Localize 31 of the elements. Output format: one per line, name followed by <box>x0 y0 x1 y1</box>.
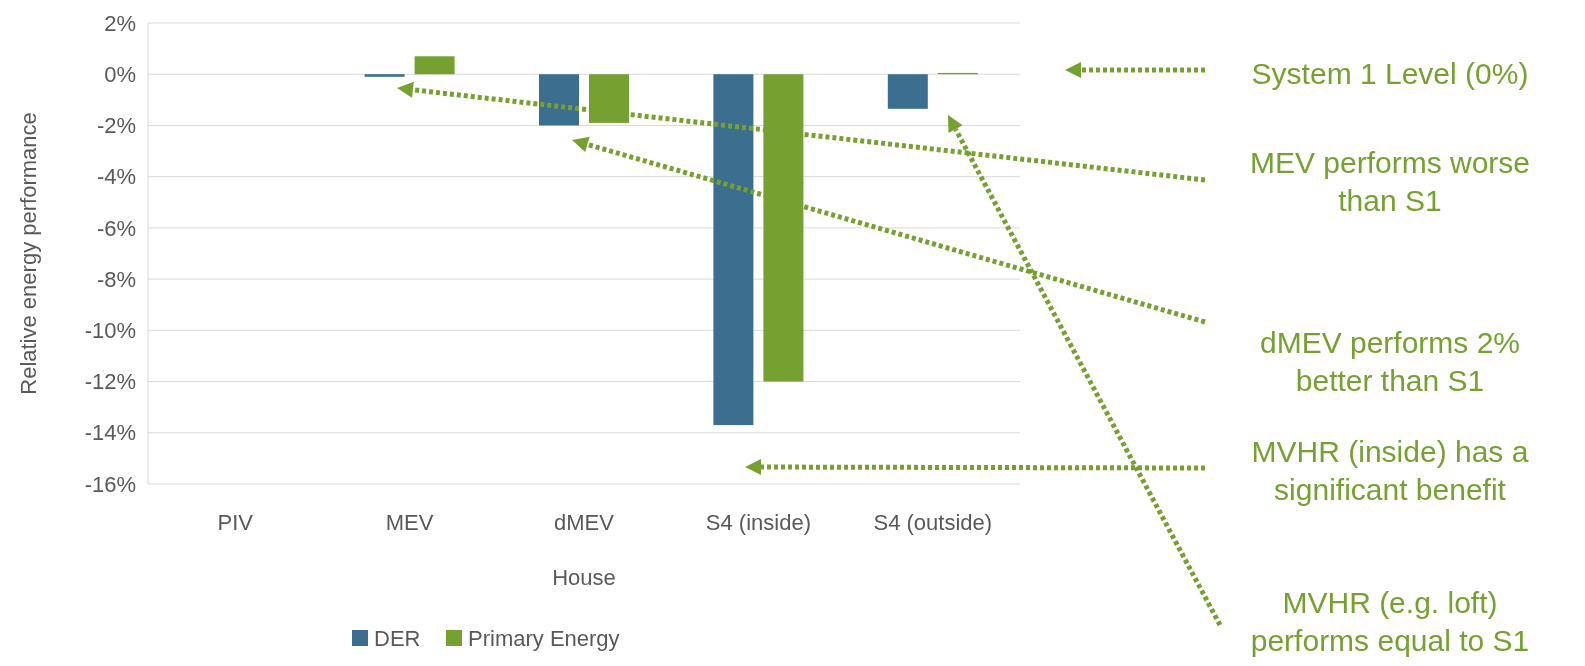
y-tick-label: -8% <box>96 266 136 292</box>
legend-label: Primary Energy <box>468 625 620 651</box>
bar <box>364 74 405 77</box>
y-tick-label: -2% <box>96 113 136 139</box>
x-tick-label: MEV <box>385 509 434 535</box>
bar <box>887 74 928 109</box>
y-tick-label: -14% <box>84 420 136 446</box>
bar <box>589 74 629 123</box>
legend-label: DER <box>374 625 421 651</box>
y-tick-label: -6% <box>96 215 136 241</box>
y-tick-label: 2% <box>104 10 136 36</box>
text: dMEV performs 2% better than S1 <box>1259 325 1521 397</box>
y-tick-label: -16% <box>84 471 136 497</box>
bar <box>414 56 455 75</box>
text: MEV performs worse than S1 <box>1249 145 1531 217</box>
y-axis-title: Relative energy performance <box>16 112 41 395</box>
y-tick-label: -12% <box>84 369 136 395</box>
text: MVHR (e.g. loft) performs equal to S1 <box>1250 585 1530 657</box>
x-tick-label: dMEV <box>554 509 615 535</box>
x-tick-label: S4 (outside) <box>873 509 993 535</box>
bar <box>763 74 804 382</box>
text: System 1 Level (0%) <box>1251 56 1529 90</box>
bar <box>539 74 579 126</box>
x-axis-title: House <box>552 565 616 590</box>
x-tick-label: PIV <box>217 509 254 535</box>
x-tick-label: S4 (inside) <box>705 509 811 535</box>
y-tick-label: 0% <box>104 61 136 87</box>
y-tick-label: -10% <box>84 318 136 344</box>
bar <box>713 74 754 426</box>
text: MVHR (inside) has a significant benefit <box>1251 434 1529 506</box>
y-tick-label: -4% <box>96 164 136 190</box>
